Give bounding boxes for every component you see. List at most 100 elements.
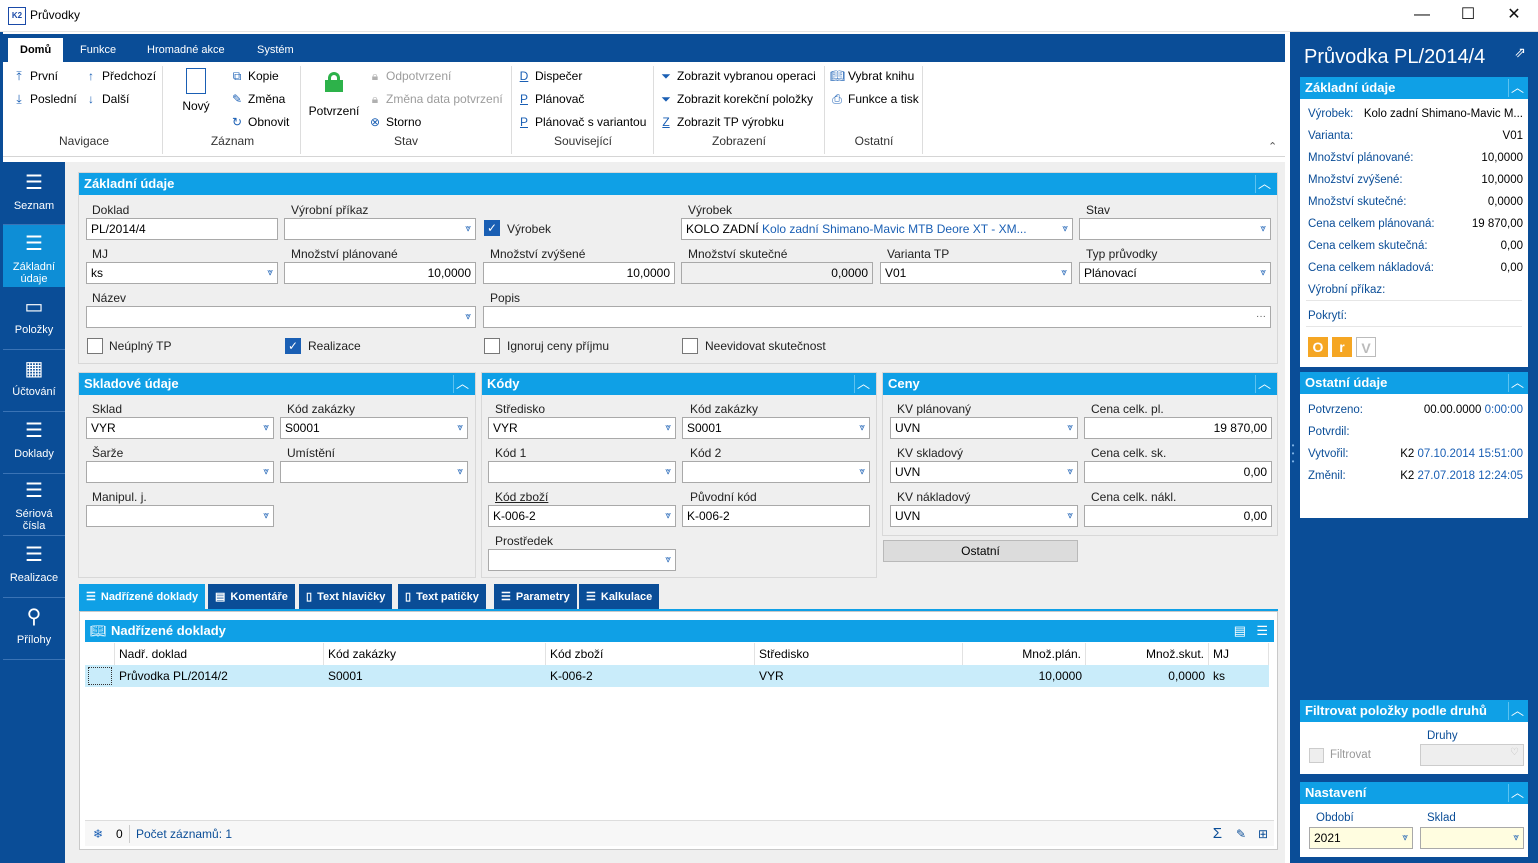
storno-button[interactable]: ⊗ Storno bbox=[369, 115, 422, 129]
ostatni-button[interactable]: Ostatní bbox=[883, 540, 1078, 562]
table-row[interactable] bbox=[85, 665, 1269, 687]
tab-text-hlavicky[interactable]: ▯ Text hlavičky bbox=[299, 584, 393, 610]
minimize-button[interactable]: — bbox=[1414, 6, 1430, 23]
confirm-button[interactable]: Potvrzení bbox=[306, 66, 362, 122]
vyrobek-select[interactable]: KOLO ZADNÍ Kolo zadní Shimano-Mavic MTB … bbox=[681, 218, 1073, 240]
obdobi-select[interactable]: 2021 ⩔ bbox=[1309, 827, 1413, 849]
unconfirm-button[interactable]: 🔒︎ Odpotvrzení bbox=[368, 66, 452, 86]
varianta-tp-select[interactable]: V01 ⩔ bbox=[880, 262, 1072, 284]
prostredek-select[interactable]: ⩔ bbox=[488, 549, 676, 571]
planner-button[interactable]: P Plánovač bbox=[517, 89, 584, 109]
edit-button[interactable]: ✎ Změna bbox=[231, 92, 286, 106]
nav-uctovani[interactable]: ▦ Účtování bbox=[3, 358, 65, 410]
puvodni-kod-field[interactable]: K-006-2 bbox=[682, 505, 870, 527]
doklad-field[interactable]: PL/2014/4 bbox=[86, 218, 278, 240]
print-button[interactable]: ⎙ Funkce a tisk bbox=[830, 89, 919, 109]
collapse-icon[interactable]: ︿ bbox=[1508, 374, 1526, 392]
typ-pruvodky-select[interactable]: Plánovací ⩔ bbox=[1079, 262, 1271, 284]
next-button[interactable]: ↓ Další bbox=[84, 89, 129, 109]
kod-zbozi-select[interactable]: K-006-2 ⩔ bbox=[488, 505, 676, 527]
neuplny-tp-checkbox[interactable] bbox=[87, 338, 103, 354]
nav-zakladni-udaje[interactable]: ☰ Základní údaje bbox=[3, 225, 65, 287]
collapse-icon[interactable]: ︿ bbox=[1508, 702, 1526, 720]
refresh-button[interactable]: ↻ Obnovit bbox=[231, 115, 290, 129]
ignoruj-ceny-checkbox[interactable] bbox=[484, 338, 500, 354]
kv-skladovy-select[interactable]: UVN ⩔ bbox=[890, 461, 1078, 483]
umisteni-select[interactable]: ⩔ bbox=[280, 461, 468, 483]
splitter-handle[interactable]: • • • bbox=[1291, 441, 1295, 466]
grid-header[interactable]: Množ.plán. bbox=[963, 643, 1086, 665]
nav-polozky[interactable]: ▭ Položky bbox=[3, 296, 65, 348]
new-button[interactable]: Nový bbox=[172, 66, 220, 122]
kod-2-select[interactable]: ⩔ bbox=[682, 461, 870, 483]
nav-doklady[interactable]: ☰ Doklady bbox=[3, 420, 65, 472]
kv-nakladovy-select[interactable]: UVN ⩔ bbox=[890, 505, 1078, 527]
tab-system[interactable]: Systém bbox=[257, 44, 294, 56]
tab-nadrizene-doklady[interactable]: ☰ Nadřízené doklady bbox=[79, 584, 206, 610]
tab-funkce[interactable]: Funkce bbox=[80, 44, 117, 56]
nav-prilohy[interactable]: ⚲ Přílohy bbox=[3, 606, 65, 658]
druhy-select[interactable]: ♡ bbox=[1420, 744, 1524, 766]
realizace-checkbox[interactable]: ✓ bbox=[285, 338, 301, 354]
kody-kod-zakazky-select[interactable]: S0001 ⩔ bbox=[682, 417, 870, 439]
grid-header[interactable]: Množ.skut. bbox=[1086, 643, 1209, 665]
edit-icon[interactable]: ✎ bbox=[1235, 827, 1246, 841]
snowflake-icon[interactable]: ❄ bbox=[93, 827, 104, 841]
collapse-icon[interactable]: ︿ bbox=[1508, 79, 1526, 97]
kod-zakazky-select[interactable]: S0001 ⩔ bbox=[280, 417, 468, 439]
mj-select[interactable]: ks ⩔ bbox=[86, 262, 278, 284]
popis-field[interactable]: ··· bbox=[483, 306, 1271, 328]
grid-header[interactable]: Kód zboží bbox=[546, 643, 755, 665]
label-kod-zbozi[interactable]: Kód zboží bbox=[495, 490, 549, 504]
show-tp-button[interactable]: Z Zobrazit TP výrobku bbox=[659, 112, 784, 132]
select-book-button[interactable]: 📖︎ Vybrat knihu bbox=[830, 69, 915, 83]
neevidovat-checkbox[interactable] bbox=[682, 338, 698, 354]
export-icon[interactable]: ▤ bbox=[1233, 623, 1246, 638]
cena-celk-pl-field[interactable]: 19 870,00 bbox=[1084, 417, 1272, 439]
nav-seriova-cisla[interactable]: ☰ Sériová čísla bbox=[3, 480, 65, 536]
filtrovat-checkbox[interactable] bbox=[1309, 748, 1324, 763]
tab-kalkulace[interactable]: ☰ Kalkulace bbox=[579, 584, 660, 610]
tab-parametry[interactable]: ☰ Parametry bbox=[494, 584, 577, 610]
manipul-select[interactable]: ⩔ bbox=[86, 505, 274, 527]
nav-realizace[interactable]: ☰ Realizace bbox=[3, 544, 65, 596]
mnozstvi-zvysene-field[interactable]: 10,0000 bbox=[483, 262, 675, 284]
copy-button[interactable]: ⧉ Kopie bbox=[230, 66, 279, 86]
first-button[interactable]: ⤒ První bbox=[12, 66, 58, 86]
kod-1-select[interactable]: ⩔ bbox=[488, 461, 676, 483]
cena-celk-nakl-field[interactable]: 0,00 bbox=[1084, 505, 1272, 527]
vyrobni-prikaz-select[interactable]: ⩔ bbox=[284, 218, 476, 240]
show-corrections-button[interactable]: ⏷ Zobrazit korekční položky bbox=[659, 89, 813, 109]
tab-domu[interactable]: Domů bbox=[8, 38, 64, 62]
collapse-ribbon-icon[interactable]: ⌃ bbox=[1268, 141, 1278, 153]
collapse-icon[interactable]: ︿ bbox=[453, 375, 471, 393]
grid-header[interactable]: Středisko bbox=[755, 643, 963, 665]
tab-komentare[interactable]: ▤ Komentáře bbox=[208, 584, 295, 610]
collapse-icon[interactable]: ︿ bbox=[1255, 375, 1273, 393]
tab-hromadne-akce[interactable]: Hromadné akce bbox=[147, 44, 225, 56]
row-selector[interactable] bbox=[88, 667, 112, 685]
vyrobek-checkbox[interactable]: ✓ bbox=[484, 220, 500, 236]
sklad-select[interactable]: VYR ⩔ bbox=[86, 417, 274, 439]
dispatcher-button[interactable]: D Dispečer bbox=[517, 66, 583, 86]
close-button[interactable]: ✕ bbox=[1507, 6, 1521, 23]
grid-header[interactable]: Kód zakázky bbox=[324, 643, 546, 665]
sum-icon[interactable]: Σ bbox=[1212, 825, 1222, 842]
last-button[interactable]: ⤓ Poslední bbox=[12, 89, 76, 109]
sklad-select[interactable]: ⩔ bbox=[1420, 827, 1524, 849]
sarze-select[interactable]: ⩔ bbox=[86, 461, 274, 483]
collapse-icon[interactable]: ︿ bbox=[854, 375, 872, 393]
popout-icon[interactable]: ⇗ bbox=[1514, 44, 1526, 60]
stredisko-select[interactable]: VYR ⩔ bbox=[488, 417, 676, 439]
collapse-icon[interactable]: ︿ bbox=[1508, 784, 1526, 802]
previous-button[interactable]: ↑ Předchozí bbox=[84, 66, 156, 86]
grid-header[interactable]: MJ bbox=[1209, 643, 1269, 665]
mnozstvi-planovane-field[interactable]: 10,0000 bbox=[284, 262, 476, 284]
nazev-select[interactable]: ⩔ bbox=[86, 306, 476, 328]
menu-icon[interactable]: ☰ bbox=[1256, 623, 1268, 638]
collapse-icon[interactable]: ︿ bbox=[1255, 175, 1273, 193]
nav-seznam[interactable]: ☰ Seznam bbox=[3, 172, 65, 224]
stav-select[interactable]: ⩔ bbox=[1079, 218, 1271, 240]
add-row-icon[interactable]: ⊞ bbox=[1257, 827, 1268, 841]
grid-header[interactable]: Nadř. doklad bbox=[115, 643, 324, 665]
